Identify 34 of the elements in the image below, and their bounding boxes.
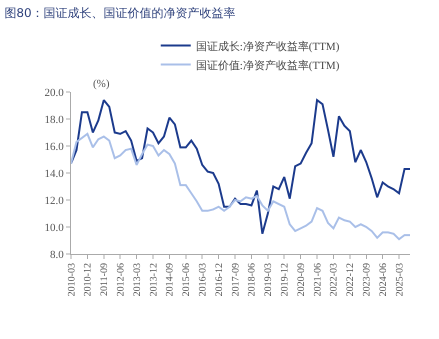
x-tick-label: 2022-12 — [345, 263, 356, 296]
y-tick-label: 10.0 — [44, 222, 64, 234]
chart-title: 图80：国证成长、国证价值的净资产收益率 — [4, 6, 236, 20]
x-tick-label: 2019-12 — [279, 263, 290, 296]
x-tick-label: 2024-06 — [378, 263, 389, 296]
x-tick-label: 2010-12 — [82, 263, 94, 296]
x-tick-label: 2020-09 — [296, 263, 307, 296]
x-tick-label: 2017-09 — [230, 263, 242, 296]
y-tick-label: 14.0 — [44, 168, 64, 180]
x-tick-label: 2010-03 — [66, 263, 78, 296]
x-tick-label: 2025-03 — [394, 263, 406, 296]
x-tick-label: 2014-09 — [164, 263, 176, 296]
x-tick-label: 2015-06 — [181, 263, 192, 296]
x-tick-label: 2023-09 — [362, 263, 373, 296]
y-tick-label: 12.0 — [44, 194, 64, 207]
x-tick-label: 2013-03 — [132, 263, 143, 296]
x-tick-label: 2022-03 — [328, 263, 340, 296]
y-tick-label: 16.0 — [44, 140, 64, 153]
line-series — [71, 99, 410, 235]
x-tick-label: 2019-03 — [263, 263, 274, 296]
x-tick-label: 2018-06 — [246, 263, 258, 296]
legend-label: 国证成长:净资产收益率(TTM) — [196, 40, 340, 53]
x-tick-label: 2016-12 — [214, 263, 225, 296]
y-tick-label: 20.0 — [44, 86, 64, 99]
x-tick-label: 2013-12 — [148, 263, 160, 296]
x-tick-label: 2012-06 — [115, 263, 126, 296]
x-tick-label: 2021-06 — [312, 263, 324, 296]
y-axis-title: (%) — [93, 78, 110, 90]
y-tick-label: 18.0 — [44, 114, 64, 126]
y-tick-label: 8.0 — [50, 248, 64, 261]
x-tick-label: 2016-03 — [197, 263, 208, 296]
x-tick-label: 2011-09 — [99, 263, 110, 296]
legend-label: 国证价值:净资产收益率(TTM) — [196, 58, 340, 72]
line-series — [71, 132, 410, 240]
